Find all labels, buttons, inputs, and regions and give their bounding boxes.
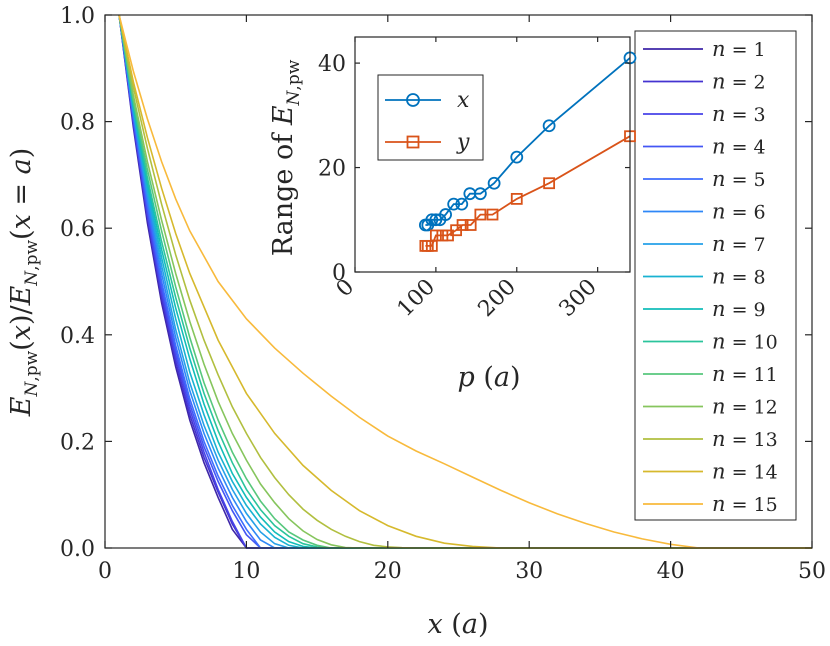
main-x-tick-label: 30 [515,559,543,584]
main-y-tick-label: 0.8 [60,111,95,136]
main-plot-frame [104,14,813,549]
main-x-ticks: 0 10 20 30 40 50 [98,15,826,584]
inset-legend-marker-x [406,93,420,107]
legend-label-n13: n = 13 [712,427,778,451]
inset-point-x [510,150,524,164]
inset-series [418,51,637,252]
inset-point-x [473,187,487,201]
inset-y-ticks: 0 20 40 [318,52,630,286]
inset-legend-marker-y [406,135,420,149]
legend-label-n11: n = 11 [712,362,778,386]
legend-label-n1: n = 1 [712,37,766,61]
inset-y-tick-label: 20 [318,157,346,182]
main-series-lines [118,14,812,549]
inset-x-axis-label: p (a) [457,362,520,393]
main-y-tick-label: 0.2 [60,430,95,455]
inset-point-x [542,119,556,133]
main-y-tick-label: 0.0 [60,537,95,562]
series-line-n7 [118,14,812,549]
legend-label-n6: n = 6 [712,200,766,224]
inset-y-tick-label: 40 [318,52,346,77]
inset-point-x [455,197,469,211]
inset-point-x [429,213,443,227]
inset-point-y [429,229,442,242]
main-y-tick-label: 1.0 [60,4,95,29]
legend-label-n10: n = 10 [712,330,778,354]
inset-point-x [425,213,439,227]
inset-point-y [510,192,523,205]
main-x-tick-label: 0 [98,559,112,584]
inset-legend-box [377,74,484,161]
inset-legend-label-y: y [456,130,470,155]
main-x-tick-label: 20 [374,559,402,584]
inset-point-y [474,208,487,221]
inset-y-axis-label: Range of EN,pw [268,59,304,256]
legend-label-n15: n = 15 [712,492,778,516]
main-legend: n = 1 n = 2 n = 3 n = 4 n = 5 n = 6 n = 7 n = 8… [634,30,797,521]
legend-label-n2: n = 2 [712,70,766,94]
main-y-axis-label: EN,pw(x)/EN,pw(x = a) [6,148,42,418]
series-line-n8 [118,14,812,549]
inset-point-y [486,208,499,221]
series-line-n11 [118,14,812,549]
main-y-ticks: 0.0 0.2 0.4 0.6 0.8 1.0 [60,4,812,562]
series-line-n13 [118,14,812,549]
inset-point-x [447,197,461,211]
legend-label-n9: n = 9 [712,297,766,321]
legend-label-n3: n = 3 [712,102,766,126]
inset-point-y [456,219,469,231]
legend-label-n7: n = 7 [712,232,766,256]
series-line-n6 [118,14,812,549]
series-line-n15 [118,14,812,549]
inset-point-x [487,176,501,190]
main-x-tick-label: 50 [798,559,826,584]
main-x-tick-label: 40 [657,559,685,584]
series-line-n12 [118,14,812,549]
main-x-tick-label: 10 [232,559,260,584]
legend-label-n5: n = 5 [712,167,766,191]
series-line-n14 [118,14,812,549]
main-x-axis-label: x (a) [427,609,488,640]
legend-label-n4: n = 4 [712,135,766,159]
inset-point-y [543,177,556,190]
main-legend-items: n = 1 n = 2 n = 3 n = 4 n = 5 n = 6 n = 7 n = 8… [643,37,778,516]
inset-legend-label-x: x [457,88,470,113]
series-line-n9 [118,14,812,549]
inset-y-tick-label: 0 [332,261,346,286]
main-y-tick-label: 0.6 [60,217,95,242]
main-y-tick-label: 0.4 [60,324,95,349]
legend-label-n14: n = 14 [712,460,778,484]
series-line-n10 [118,14,812,549]
inset-legend: xy [377,74,484,161]
inset-point-x [439,208,452,221]
inset-plot-frame [354,36,631,273]
legend-label-n12: n = 12 [712,395,778,419]
inset-point-y [464,219,477,231]
legend-label-n8: n = 8 [712,265,766,289]
